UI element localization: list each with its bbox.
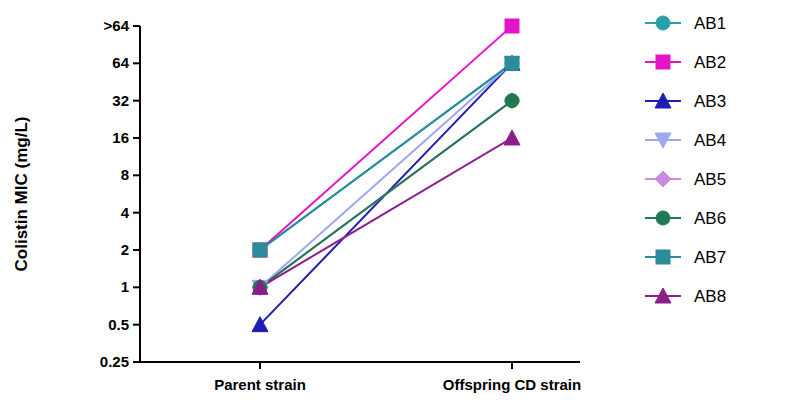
marker [253,243,267,257]
y-tick [133,324,140,326]
legend-label: AB1 [694,14,726,33]
x-tick-label: Offspring CD strain [443,376,581,393]
y-tick-label: 1 [121,278,129,295]
legend-label: AB5 [694,170,726,189]
y-tick [133,62,140,64]
legend-marker [656,211,670,225]
y-axis [139,26,141,362]
legend-label: AB4 [694,131,726,150]
legend-marker [656,55,670,69]
y-tick [133,25,140,27]
marker [505,56,519,70]
x-tick-label: Parent strain [214,376,306,393]
marker [252,317,268,332]
x-axis [140,361,580,363]
series-line [260,63,512,250]
marker [504,56,520,71]
marker [505,19,519,33]
y-tick-label: 32 [112,92,129,109]
legend-label: AB7 [694,248,726,267]
marker [505,56,519,70]
x-tick [259,362,261,369]
y-axis-label: Colistin MIC (mg/L) [12,117,31,272]
marker [253,243,267,257]
marker [504,93,520,109]
plot-area [252,19,520,332]
marker [504,130,520,145]
marker [253,280,267,294]
series-line [260,63,512,324]
series-line [260,101,512,288]
y-tick-label: 2 [121,241,129,258]
marker [252,279,268,295]
legend-label: AB2 [694,53,726,72]
y-tick [133,249,140,251]
legend-marker [655,171,671,187]
x-tick [511,362,513,369]
y-tick [133,212,140,214]
marker [504,55,520,70]
y-tick [133,361,140,363]
legend-marker [656,16,670,30]
legend-marker [655,133,671,148]
series-line [260,138,512,287]
marker [252,279,268,294]
legend-marker [655,93,671,108]
y-tick-label: 4 [121,204,130,221]
legend: AB1 AB2 AB3 AB4 AB5 AB6 AB7 AB8 [645,14,726,306]
y-tick-label: 0.5 [108,316,129,333]
y-tick-label: 64 [112,54,129,71]
legend-marker [655,288,671,303]
y-tick [133,100,140,102]
marker [252,280,268,295]
y-tick-label: 0.25 [100,353,129,370]
series-line [260,101,512,288]
series-line [260,26,512,250]
y-tick-label: 8 [121,166,129,183]
marker [253,243,267,257]
y-tick-label: 16 [112,129,129,146]
y-tick [133,137,140,139]
legend-label: AB6 [694,209,726,228]
series-line [260,63,512,287]
y-tick-label: >64 [104,17,130,34]
y-tick [133,286,140,288]
legend-marker [656,250,670,264]
legend-label: AB8 [694,287,726,306]
series-line [260,63,512,250]
marker [505,94,519,108]
legend-label: AB3 [694,92,726,111]
y-tick [133,174,140,176]
chart: 0.25 0.5 1 2 4 8 16 32 64 >64 Parent strain Offspri… [0,0,794,408]
